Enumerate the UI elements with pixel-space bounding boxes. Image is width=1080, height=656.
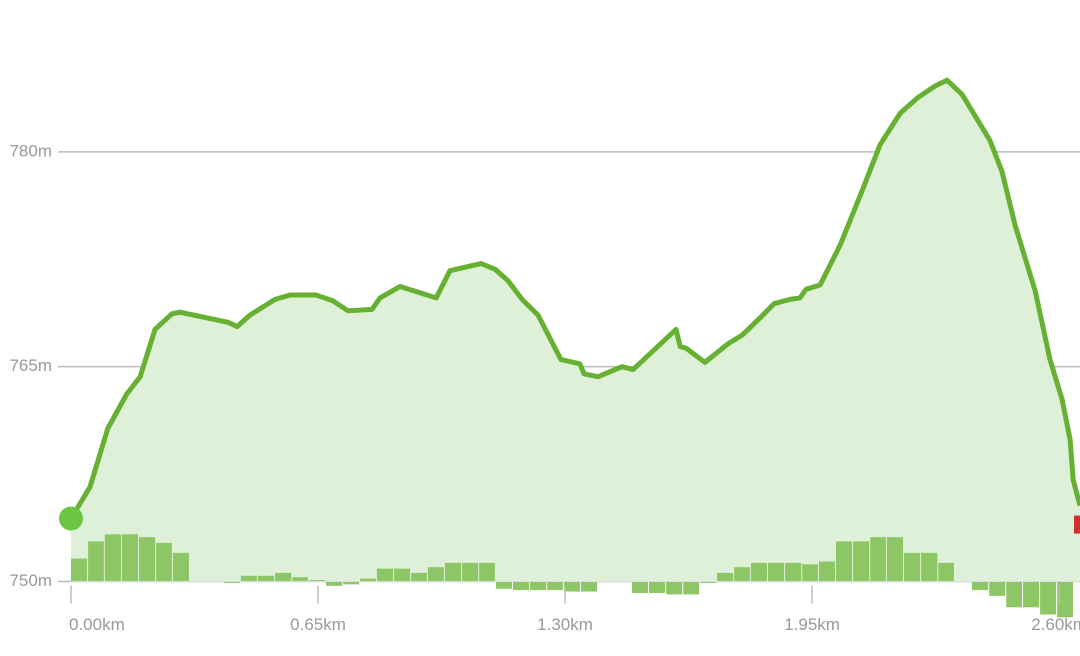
gradient-bar	[104, 534, 121, 582]
gradient-bar	[683, 581, 699, 595]
gradient-bar	[121, 534, 139, 582]
gradient-bar	[308, 580, 326, 582]
gradient-bar	[1006, 581, 1022, 608]
gradient-bar	[631, 581, 649, 593]
gradient-bar	[512, 581, 530, 591]
gradient-bar	[649, 581, 666, 593]
gradient-bar	[802, 564, 818, 582]
gradient-bar	[343, 581, 360, 585]
gradient-bar	[750, 562, 767, 582]
gradient-bar	[921, 552, 938, 582]
gradient-bar	[699, 581, 717, 583]
gradient-bar	[972, 581, 989, 591]
x-tick-label: 1.95km	[784, 615, 840, 634]
elevation-area	[71, 80, 1080, 582]
gradient-bar	[581, 581, 598, 592]
start-marker	[59, 506, 83, 531]
gradient-bar	[1057, 581, 1073, 618]
gradient-bar	[666, 581, 683, 595]
gradient-bar	[88, 541, 104, 582]
gradient-bar	[479, 562, 495, 582]
gradient-bar	[224, 581, 240, 583]
y-tick-label: 750m	[9, 571, 52, 590]
gradient-bar	[444, 562, 462, 582]
gradient-bar	[563, 581, 581, 592]
gradient-bar	[292, 577, 308, 582]
gradient-bar	[257, 575, 275, 582]
x-tick-label: 1.30km	[537, 615, 593, 634]
gradient-bar	[530, 581, 547, 591]
elevation-line	[68, 77, 1080, 520]
gradient-bar	[360, 578, 376, 582]
gradient-bar	[886, 537, 904, 582]
gradient-bar	[785, 562, 802, 582]
gradient-bar	[818, 561, 836, 582]
gradient-bar	[240, 575, 257, 582]
gradient-bar	[767, 562, 785, 582]
x-tick-label: 0.65km	[290, 615, 346, 634]
gradient-bar	[853, 541, 870, 582]
gradient-bar	[989, 581, 1006, 596]
gradient-bar	[904, 552, 921, 582]
x-tick-label: 2.60km	[1031, 615, 1080, 634]
gradient-bar	[427, 567, 444, 582]
gradient-bar	[376, 568, 394, 582]
gradient-bar	[462, 562, 479, 582]
gradient-bar	[836, 541, 853, 582]
gradient-bar	[411, 572, 427, 582]
gradient-bar	[139, 537, 156, 582]
gradient-bar	[71, 558, 88, 582]
gradient-bar	[326, 581, 343, 586]
gradient-bar	[547, 581, 563, 591]
gradient-bar	[495, 581, 512, 589]
end-marker	[1074, 515, 1080, 534]
gradient-bar	[1022, 581, 1040, 608]
gradient-bar	[938, 562, 954, 582]
gradient-bar	[734, 567, 750, 582]
gradient-bar	[156, 542, 172, 582]
gradient-bar	[275, 572, 292, 582]
gradient-bar	[1040, 581, 1057, 615]
y-tick-label: 765m	[9, 356, 52, 375]
gradient-bar	[870, 537, 886, 582]
x-tick-label: 0.00km	[69, 615, 125, 634]
y-tick-label: 780m	[9, 141, 52, 160]
gradient-bar	[394, 568, 411, 582]
gradient-bar	[717, 572, 734, 582]
gradient-bar	[172, 552, 189, 582]
